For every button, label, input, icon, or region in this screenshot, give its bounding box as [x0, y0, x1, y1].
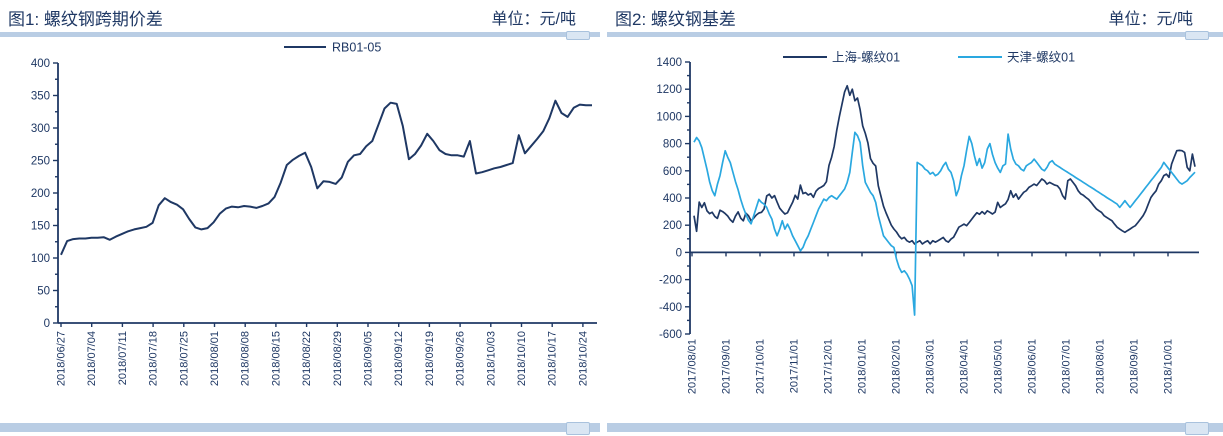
x-axis-tick-label: 2018/09/19 — [424, 331, 436, 386]
y-axis-tick-label: 100 — [31, 253, 50, 265]
x-axis-tick-label: 2018/01/01 — [857, 339, 869, 394]
x-axis-tick-label: 2017/09/01 — [721, 339, 733, 394]
x-axis-tick-label: 2017/10/01 — [755, 339, 767, 394]
x-axis-tick-label: 2018/07/01 — [1061, 339, 1073, 394]
x-axis-tick-label: 2018/10/03 — [485, 331, 497, 386]
figure1-unit-label: 单位：元/吨 — [491, 11, 576, 28]
figure2-scrollbar-thumb[interactable] — [1185, 422, 1209, 435]
y-axis-tick-label: 200 — [663, 220, 682, 232]
figure2-scrollbar[interactable] — [607, 422, 1223, 435]
y-axis-tick-label: 1400 — [656, 57, 682, 69]
x-axis-tick-label: 2018/06/27 — [56, 331, 68, 386]
y-axis-tick-label: 400 — [31, 58, 50, 70]
y-axis-tick-label: 250 — [31, 156, 50, 168]
figure1-scrollbar[interactable] — [0, 422, 600, 435]
x-axis-tick-label: 2018/08/22 — [301, 331, 313, 386]
series-上海-螺纹01 — [693, 84, 1196, 245]
series-RB01-05 — [60, 99, 592, 256]
figure1-title: 图1: 螺纹钢跨期价差 — [8, 10, 163, 29]
x-axis-tick-label: 2018/07/18 — [148, 331, 160, 386]
x-axis-tick-label: 2018/10/17 — [547, 331, 559, 386]
y-axis-tick-label: 1000 — [656, 111, 682, 123]
x-axis-tick-label: 2018/04/01 — [959, 339, 971, 394]
legend-label: RB01-05 — [332, 41, 381, 55]
figure2-line-chart: -600 -400 -200 0 200 400 600 800 1000 1200 1400 201… — [656, 50, 1199, 394]
figure2-title: 图2: 螺纹钢基差 — [615, 10, 736, 29]
series-天津-螺纹01 — [693, 131, 1196, 316]
legend-label: 上海-螺纹01 — [832, 50, 900, 65]
x-axis-tick-label: 2018/07/11 — [117, 331, 129, 385]
x-axis-tick-label: 2018/07/04 — [86, 331, 98, 386]
y-axis-tick-label: -400 — [659, 302, 682, 314]
figure1-scrollbar-thumb[interactable] — [566, 422, 590, 435]
axes: 0 50 100 150 200 250 300 350 400 2018/06/27 2018/0… — [31, 58, 597, 386]
figure2-unit-label: 单位：元/吨 — [1108, 11, 1193, 28]
figure1-top-bar-thumb[interactable] — [566, 31, 590, 40]
x-axis-tick-label: 2018/07/25 — [178, 331, 190, 386]
x-axis-tick-label: 2018/09/26 — [455, 331, 467, 386]
y-axis-tick-label: 800 — [663, 139, 682, 151]
y-axis-tick-label: 1200 — [656, 84, 682, 96]
y-axis-tick-label: 600 — [663, 166, 682, 178]
x-axis-tick-label: 2018/08/29 — [332, 331, 344, 386]
y-axis-tick-label: 50 — [37, 286, 50, 298]
x-axis-tick-label: 2018/08/01 — [209, 331, 221, 386]
legend: RB01-05 — [284, 41, 381, 55]
x-axis-tick-label: 2018/02/01 — [891, 339, 903, 394]
figure2-title-underline-bar — [607, 31, 1223, 40]
y-axis-tick-label: 350 — [31, 91, 50, 103]
y-axis-tick-label: 150 — [31, 221, 50, 233]
figure1-panel: 图1: 螺纹钢跨期价差 单位：元/吨 0 50 100 150 200 250 300 350… — [0, 0, 600, 436]
y-axis-tick-label: 200 — [31, 188, 50, 200]
x-axis-tick-label: 2018/09/12 — [393, 331, 405, 386]
x-axis-tick-label: 2018/08/01 — [1095, 339, 1107, 394]
x-axis-tick-label: 2018/05/01 — [993, 339, 1005, 394]
x-axis-tick-label: 2017/12/01 — [823, 339, 835, 394]
y-axis-tick-label: 0 — [44, 318, 50, 330]
x-axis-tick-label: 2018/10/01 — [1163, 339, 1175, 394]
legend-label: 天津-螺纹01 — [1007, 51, 1075, 65]
axes: -600 -400 -200 0 200 400 600 800 1000 1200 1400 201… — [656, 57, 1199, 394]
figure2-top-bar-thumb[interactable] — [1185, 31, 1209, 40]
y-axis-tick-label: 300 — [31, 123, 50, 135]
figure2-panel: 图2: 螺纹钢基差 单位：元/吨 -600 -400 -200 0 200 400 600 8… — [607, 0, 1223, 436]
y-axis-tick-label: 400 — [663, 193, 682, 205]
x-axis-tick-label: 2017/08/01 — [687, 339, 699, 394]
x-axis-tick-label: 2018/10/24 — [577, 331, 589, 386]
figure1-line-chart: 0 50 100 150 200 250 300 350 400 2018/06/27 2018/0… — [31, 41, 597, 386]
y-axis-tick-label: -200 — [659, 275, 682, 287]
legend: 上海-螺纹01 天津-螺纹01 — [783, 50, 1075, 65]
y-axis-tick-label: -600 — [659, 329, 682, 341]
x-axis-tick-label: 2018/09/01 — [1129, 339, 1141, 394]
figure1-title-underline-bar — [0, 31, 600, 40]
x-axis-tick-label: 2018/08/08 — [240, 331, 252, 386]
x-axis-tick-label: 2018/08/15 — [270, 331, 282, 386]
x-axis-tick-label: 2018/06/01 — [1027, 339, 1039, 394]
x-axis-tick-label: 2018/10/10 — [516, 331, 528, 386]
x-axis-tick-label: 2017/11/01 — [789, 339, 801, 393]
y-axis-tick-label: 0 — [676, 247, 682, 259]
x-axis-tick-label: 2018/09/05 — [363, 331, 375, 386]
x-axis-tick-label: 2018/03/01 — [925, 339, 937, 394]
